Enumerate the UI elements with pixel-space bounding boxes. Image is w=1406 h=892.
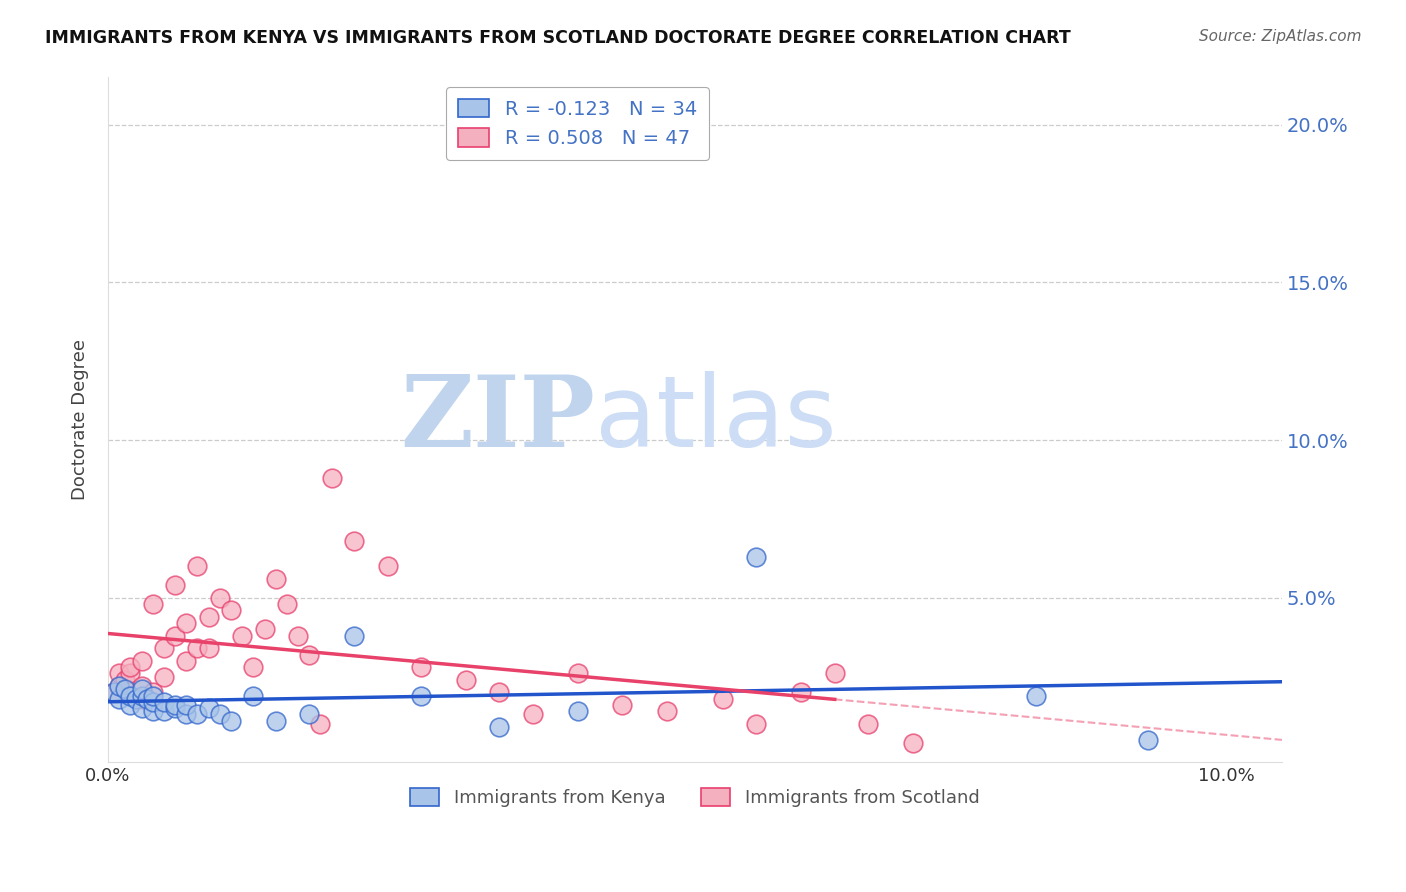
Point <box>186 641 208 656</box>
Point <box>108 679 131 693</box>
Point <box>298 648 321 662</box>
Point <box>1025 689 1047 703</box>
Point <box>114 673 136 687</box>
Point <box>131 689 153 703</box>
Point <box>454 673 477 687</box>
Point <box>108 679 131 693</box>
Point <box>612 698 634 712</box>
Point <box>264 572 287 586</box>
Text: IMMIGRANTS FROM KENYA VS IMMIGRANTS FROM SCOTLAND DOCTORATE DEGREE CORRELATION C: IMMIGRANTS FROM KENYA VS IMMIGRANTS FROM… <box>45 29 1071 46</box>
Point <box>253 623 276 637</box>
Point <box>108 691 131 706</box>
Point <box>165 578 187 592</box>
Point <box>231 629 253 643</box>
Point <box>153 704 176 718</box>
Text: atlas: atlas <box>595 371 837 468</box>
Point <box>131 679 153 693</box>
Point <box>186 707 208 722</box>
Point <box>174 698 197 712</box>
Point <box>120 698 142 712</box>
Point <box>287 629 309 643</box>
Point <box>174 615 197 630</box>
Point <box>567 704 589 718</box>
Point <box>219 714 242 728</box>
Point <box>488 720 510 734</box>
Point <box>142 689 165 703</box>
Point <box>377 559 399 574</box>
Point <box>790 685 813 699</box>
Point <box>131 682 153 697</box>
Point <box>153 670 176 684</box>
Point <box>153 641 176 656</box>
Point <box>343 629 366 643</box>
Y-axis label: Doctorate Degree: Doctorate Degree <box>72 339 89 500</box>
Point <box>165 698 187 712</box>
Point <box>186 559 208 574</box>
Point <box>120 666 142 681</box>
Point <box>108 666 131 681</box>
Point <box>103 685 125 699</box>
Point <box>142 695 165 709</box>
Point <box>197 609 219 624</box>
Point <box>165 629 187 643</box>
Point <box>131 654 153 668</box>
Point <box>1136 732 1159 747</box>
Point <box>208 707 231 722</box>
Point <box>242 689 264 703</box>
Point <box>165 701 187 715</box>
Point <box>114 682 136 697</box>
Point <box>711 691 734 706</box>
Point <box>264 714 287 728</box>
Point <box>136 691 159 706</box>
Point <box>409 660 432 674</box>
Point <box>219 603 242 617</box>
Point <box>103 685 125 699</box>
Point <box>125 691 148 706</box>
Point <box>488 685 510 699</box>
Point <box>567 666 589 681</box>
Point <box>142 704 165 718</box>
Point <box>655 704 678 718</box>
Point <box>153 695 176 709</box>
Point <box>208 591 231 605</box>
Point <box>745 549 768 564</box>
Point <box>120 689 142 703</box>
Point <box>174 707 197 722</box>
Point <box>120 660 142 674</box>
Point <box>858 717 880 731</box>
Point <box>174 654 197 668</box>
Point <box>745 717 768 731</box>
Point <box>343 534 366 549</box>
Point <box>131 691 153 706</box>
Point <box>309 717 332 731</box>
Point <box>131 701 153 715</box>
Point <box>321 471 343 485</box>
Point <box>142 685 165 699</box>
Point <box>276 597 298 611</box>
Text: Source: ZipAtlas.com: Source: ZipAtlas.com <box>1198 29 1361 44</box>
Point <box>142 597 165 611</box>
Legend: Immigrants from Kenya, Immigrants from Scotland: Immigrants from Kenya, Immigrants from S… <box>404 781 987 814</box>
Point <box>824 666 846 681</box>
Point <box>242 660 264 674</box>
Point <box>197 641 219 656</box>
Point <box>409 689 432 703</box>
Point <box>901 736 924 750</box>
Point <box>522 707 544 722</box>
Point <box>298 707 321 722</box>
Point <box>197 701 219 715</box>
Text: ZIP: ZIP <box>401 371 595 468</box>
